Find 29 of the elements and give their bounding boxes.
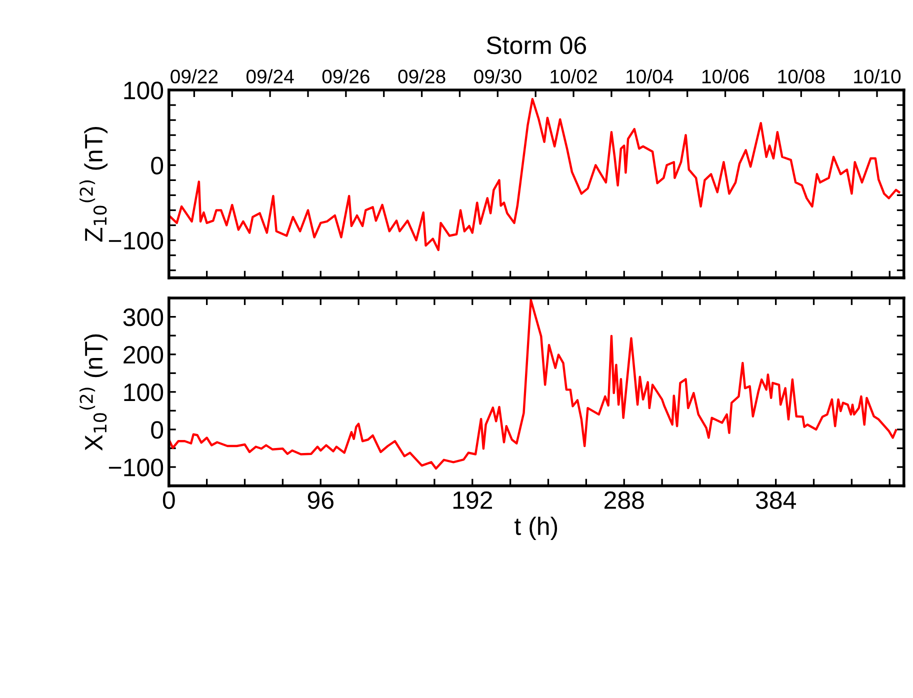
x-tick-label: 192 [453,491,492,510]
x2-tick-label: 10/02 [550,69,597,84]
y-tick-label: −100 [108,458,164,476]
line-series [168,298,898,470]
y-tick-label: 0 [151,156,164,174]
x-axis-title: t (h) [514,516,558,540]
x2-tick-label: 10/08 [778,69,825,84]
line-series [168,98,900,252]
x-tick-label: 96 [308,491,334,510]
x-tick-label: 288 [604,491,644,510]
y-tick-label: −100 [108,232,164,250]
x2-tick-label: 10/06 [702,69,749,84]
x2-tick-label: 09/30 [474,69,522,84]
chart-title: Storm 06 [486,36,586,54]
x2-tick-label: 10/04 [626,69,674,84]
y-tick-label: 300 [123,308,164,326]
y-tick-label: 0 [151,421,164,439]
y-axis-title: X$_{10}$$^{(2)}$ (nT) [79,334,108,451]
x2-tick-label: 09/24 [246,69,294,84]
x2-tick-label: 10/10 [854,69,901,84]
x2-tick-label: 09/22 [170,69,218,84]
x2-tick-label: 09/28 [398,69,446,84]
x2-tick-label: 09/26 [322,69,370,84]
y-tick-label: 100 [124,384,164,402]
y-axis-title: Z$_{10}$$^{(2)}$ (nT) [79,127,108,242]
x-tick-label: 0 [162,491,175,510]
x-tick-label: 384 [756,491,796,510]
y-tick-label: 200 [124,346,164,364]
y-tick-label: 100 [124,82,164,100]
